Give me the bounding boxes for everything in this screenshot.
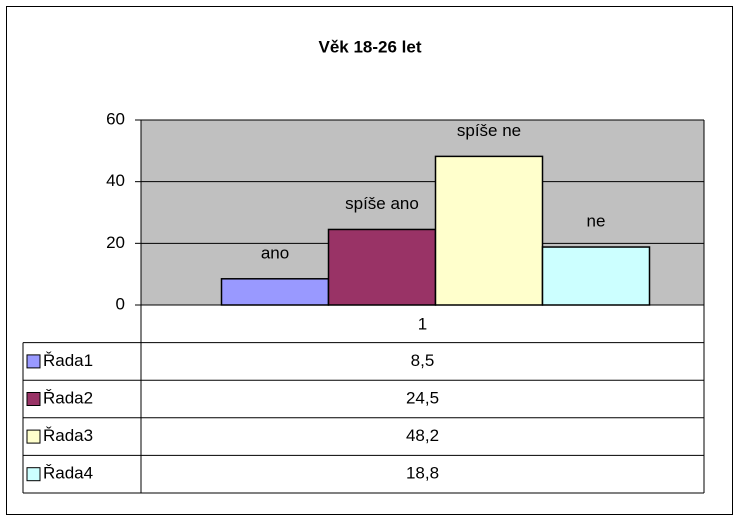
- bar: [434, 155, 544, 306]
- table-value: 24,5: [406, 388, 439, 407]
- y-tick-label: 60: [106, 109, 125, 128]
- legend-swatch: [26, 392, 41, 406]
- chart-title: Věk 18-26 let: [318, 37, 421, 56]
- data-label: ne: [587, 212, 606, 231]
- legend-swatch: [26, 429, 41, 444]
- bar: [541, 246, 651, 306]
- y-tick-label: 40: [106, 171, 125, 190]
- legend-label: Řada4: [43, 464, 93, 483]
- data-label: spíše ano: [345, 194, 419, 213]
- data-label: spíše ne: [457, 121, 521, 140]
- legend-swatch: [26, 467, 41, 482]
- table-value: 8,5: [411, 351, 435, 370]
- x-tick-label: 1: [418, 314, 427, 333]
- table-value: 18,8: [406, 464, 439, 483]
- bar: [220, 278, 330, 306]
- table-value: 48,2: [406, 426, 439, 445]
- data-label: ano: [261, 243, 289, 262]
- legend-label: Řada2: [43, 388, 93, 407]
- legend-label: Řada3: [43, 426, 93, 445]
- legend-swatch: [26, 354, 41, 369]
- y-tick-label: 20: [106, 233, 125, 252]
- bar: [327, 228, 437, 306]
- legend-label: Řada1: [43, 351, 93, 370]
- y-tick-label: 0: [116, 294, 125, 313]
